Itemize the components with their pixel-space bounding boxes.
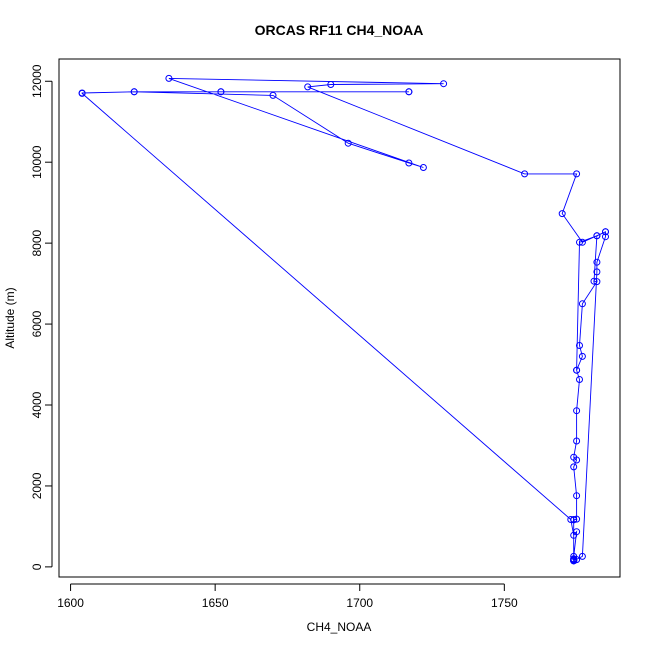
data-point [578, 300, 586, 308]
x-axis: 1600 1650 1700 1750 [57, 583, 518, 610]
data-point [419, 164, 427, 171]
data-point [573, 170, 581, 178]
y-tick-label: 8000 [30, 229, 44, 256]
data-point [593, 278, 601, 286]
x-tick-label: 1700 [346, 596, 373, 610]
data-point [570, 463, 578, 471]
data-point [570, 531, 578, 539]
data-point [573, 456, 581, 464]
y-tick-label: 10000 [30, 145, 44, 179]
data-point [570, 557, 578, 565]
data-point [593, 268, 601, 276]
x-tick-label: 1650 [202, 596, 229, 610]
y-tick-label: 12000 [30, 64, 44, 98]
data-point [558, 210, 566, 218]
data-point [576, 238, 583, 246]
data-point [130, 88, 138, 96]
data-point [269, 91, 277, 99]
data-point [590, 277, 598, 285]
y-tick-label: 4000 [30, 391, 44, 418]
plot-frame [58, 58, 621, 578]
chart-title: ORCAS RF11 CH4_NOAA [255, 22, 424, 38]
data-point [578, 552, 586, 560]
data-point [573, 366, 581, 374]
y-axis: 0 2000 4000 6000 8000 10000 12000 [30, 64, 53, 570]
data-point [327, 81, 335, 88]
data-point [521, 170, 529, 178]
y-tick-label: 6000 [30, 310, 44, 337]
data-point [602, 228, 609, 236]
data-point [165, 74, 173, 82]
data-point [576, 376, 583, 383]
data-point [593, 258, 601, 266]
x-tick-label: 1600 [57, 596, 84, 610]
data-point [602, 233, 609, 241]
y-tick-label: 0 [30, 563, 44, 570]
data-point [578, 238, 586, 246]
data-point [573, 515, 581, 523]
data-point [344, 139, 352, 147]
data-point [405, 88, 413, 96]
data-point [576, 342, 583, 349]
data-point [573, 437, 581, 445]
data-point [570, 516, 578, 523]
y-tick-label: 2000 [30, 472, 44, 499]
data-point [440, 80, 448, 88]
data-point [570, 552, 578, 560]
data-point [573, 407, 581, 415]
data-point [573, 492, 581, 500]
data-point [78, 89, 86, 97]
series-layer [78, 74, 609, 565]
data-point [217, 88, 225, 96]
x-axis-label: CH4_NOAA [307, 620, 372, 634]
y-axis-label: Altitude (m) [3, 287, 17, 348]
data-point [593, 232, 601, 240]
x-tick-label: 1750 [491, 596, 518, 610]
data-point [405, 159, 413, 167]
data-point [578, 352, 586, 360]
data-point [304, 83, 312, 91]
